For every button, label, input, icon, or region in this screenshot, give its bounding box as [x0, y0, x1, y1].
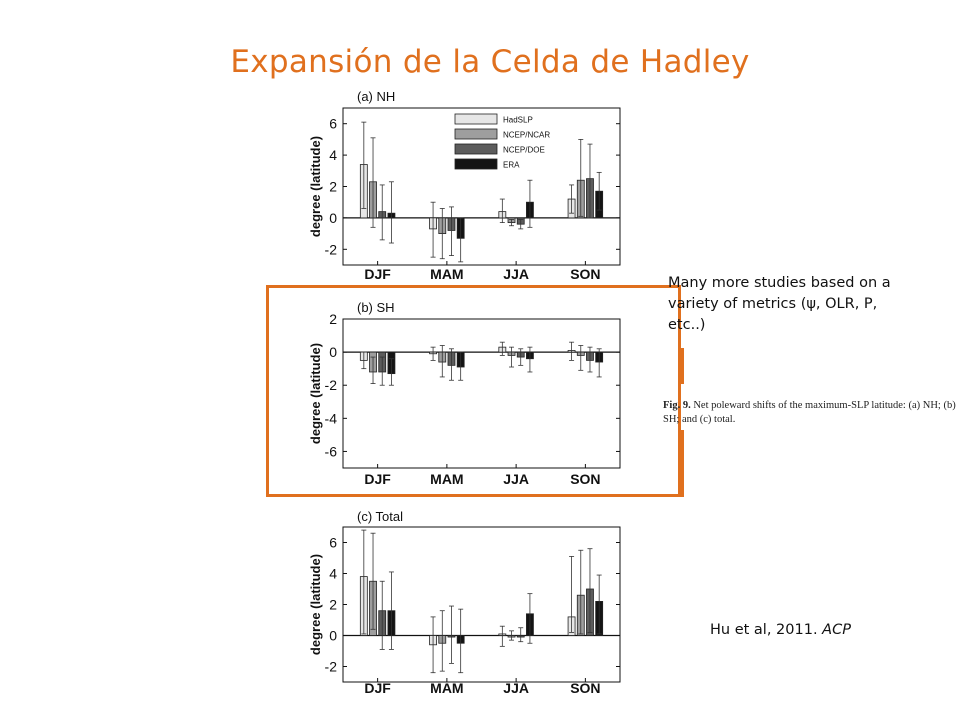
x-tick-label: JJA	[503, 471, 529, 487]
x-tick-label: MAM	[430, 471, 463, 487]
chart-title: (b) SH	[357, 300, 395, 315]
slide-title: Expansión de la Celda de Hadley	[230, 44, 750, 80]
chart-sh: (b) SH -6 -4 -2 0 2 degree (latitude) DJF MAM JJA…	[308, 300, 621, 487]
x-tick-label: DJF	[364, 471, 391, 487]
legend-label: NCEP/DOE	[503, 146, 545, 155]
y-axis-label: degree (latitude)	[308, 554, 323, 655]
legend-label: NCEP/NCAR	[503, 131, 550, 140]
chart-title: (a) NH	[357, 89, 395, 104]
y-tick-label: 2	[329, 597, 337, 613]
citation-authors: Hu et al, 2011.	[710, 622, 823, 638]
y-axis-label: degree (latitude)	[308, 136, 323, 237]
x-tick-label: JJA	[503, 680, 529, 696]
x-tick-label: MAM	[430, 680, 463, 696]
y-tick-label: -6	[325, 443, 338, 459]
callout-text: Many more studies based on a variety of …	[668, 275, 891, 333]
chart-title: (c) Total	[357, 509, 403, 524]
y-tick-label: 0	[329, 628, 337, 644]
legend-swatch	[454, 158, 498, 170]
plot-frame	[342, 526, 621, 683]
chart-total: (c) Total -2 0 2 4 6 degree (latitude) DJF MAM JJ…	[308, 509, 621, 696]
caption-text: Net poleward shifts of the maximum-SLP l…	[663, 400, 956, 425]
x-tick-label: DJF	[364, 266, 391, 282]
y-tick-label: -2	[325, 241, 338, 257]
figure-caption: Fig. 9. Net poleward shifts of the maxim…	[663, 399, 960, 427]
x-tick-label: JJA	[503, 266, 529, 282]
x-tick-label: SON	[570, 680, 600, 696]
chart-nh: (a) NH -2 0 2 4 6 degree (latitude) DJF MAM JJA SO…	[308, 89, 621, 282]
y-tick-label: 0	[329, 344, 337, 360]
y-tick-label: -2	[325, 659, 338, 675]
x-tick-label: SON	[570, 471, 600, 487]
legend-swatch	[454, 143, 498, 155]
citation: Hu et al, 2011. ACP	[710, 622, 851, 638]
legend-label: HadSLP	[503, 116, 533, 125]
y-axis-label: degree (latitude)	[308, 343, 323, 444]
y-tick-label: -4	[325, 410, 338, 426]
legend-swatch	[454, 128, 498, 140]
y-tick-label: 6	[329, 116, 337, 132]
y-tick-label: 0	[329, 210, 337, 226]
y-tick-label: 4	[329, 147, 337, 163]
y-tick-label: 4	[329, 566, 337, 582]
citation-journal: ACP	[822, 622, 851, 638]
y-tick-label: 2	[329, 179, 337, 195]
x-tick-label: SON	[570, 266, 600, 282]
x-tick-label: DJF	[364, 680, 391, 696]
caption-label: Fig. 9.	[663, 400, 691, 411]
callout-connector-lower	[681, 430, 684, 497]
y-tick-label: -2	[325, 377, 338, 393]
legend-swatch	[454, 113, 498, 125]
plot-frame	[342, 318, 621, 469]
callout-connector-right	[681, 348, 684, 384]
x-tick-label: MAM	[430, 266, 463, 282]
legend-label: ERA	[503, 161, 520, 170]
y-tick-label: 2	[329, 311, 337, 327]
y-tick-label: 6	[329, 535, 337, 551]
